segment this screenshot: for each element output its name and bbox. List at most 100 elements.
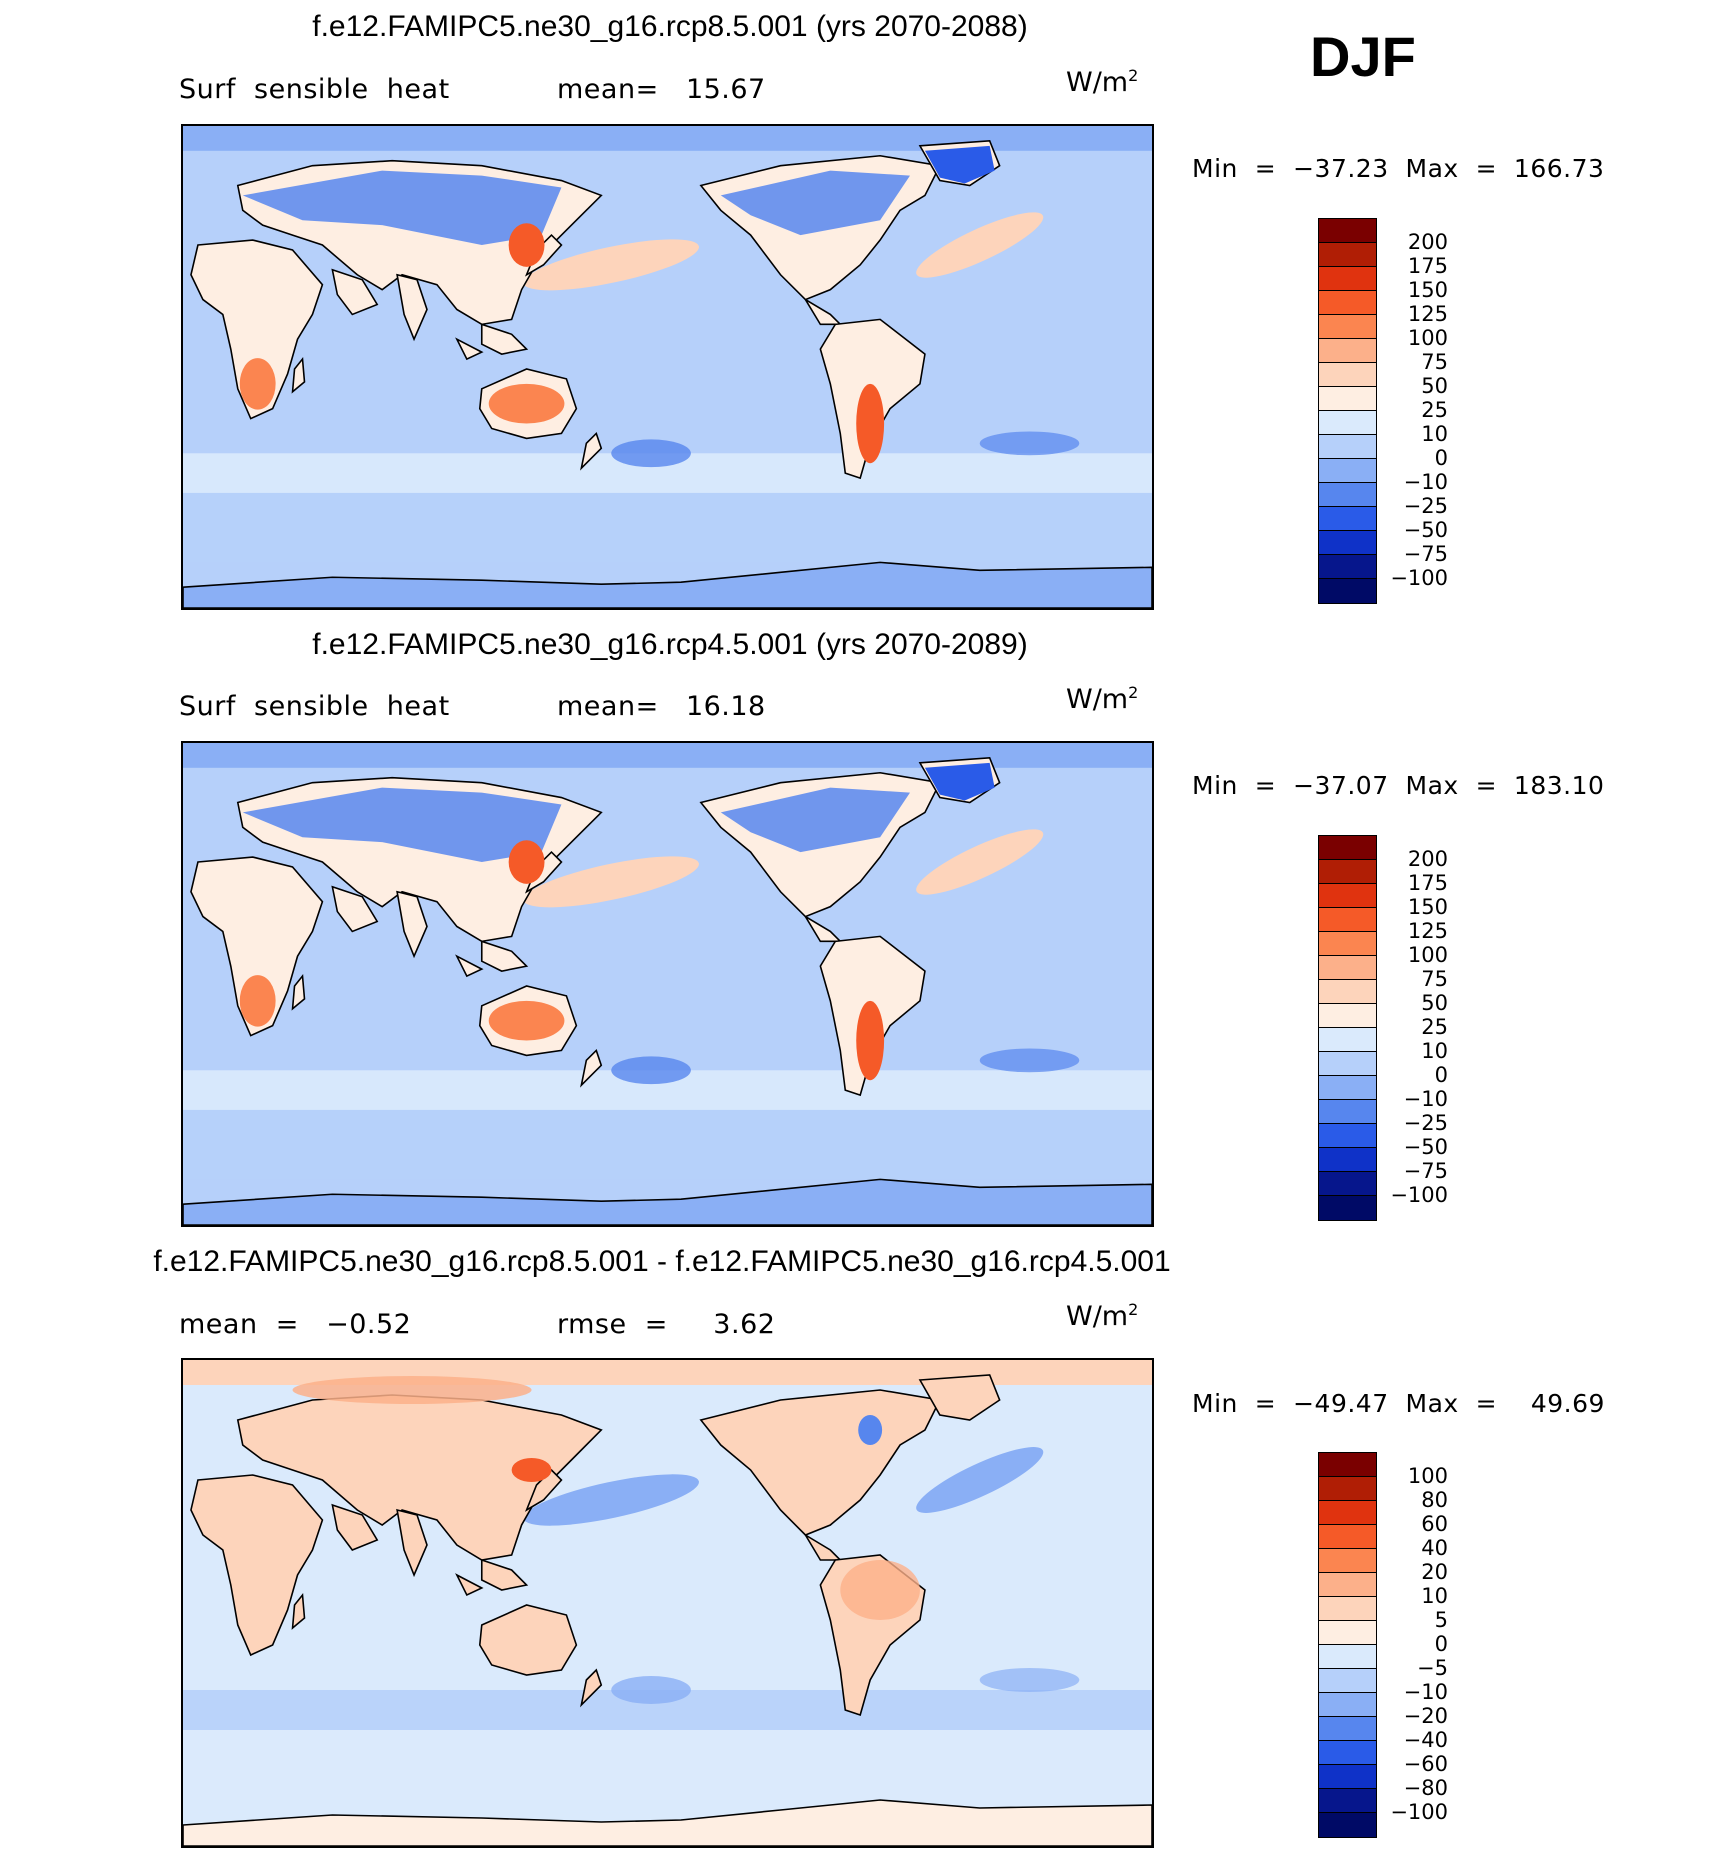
colorbar-swatch	[1319, 1100, 1376, 1124]
landmass	[918, 1374, 1001, 1421]
colorbar-tick-label: −10	[1403, 470, 1448, 494]
landmass	[291, 357, 306, 394]
landmass	[291, 1592, 306, 1630]
landmass	[396, 890, 428, 959]
colorbar-tick-label: −20	[1403, 1704, 1448, 1728]
landmass	[524, 850, 563, 894]
colorbar-swatch	[1319, 1645, 1376, 1669]
colorbar-swatch	[1319, 836, 1376, 860]
colorbar-swatch	[1319, 531, 1376, 555]
colorbar-tick-label: 25	[1421, 398, 1448, 422]
colorbar-swatch	[1319, 1052, 1376, 1076]
colorbar-tick-label: 10	[1421, 422, 1448, 446]
panel-3-rmse: rmse = 3.62	[557, 1309, 776, 1340]
panel-3-colorbar	[1318, 1452, 1377, 1838]
colorbar-tick-label: −10	[1403, 1680, 1448, 1704]
colorbar-tick-label: −50	[1403, 1135, 1448, 1159]
colorbar-swatch	[1319, 1765, 1376, 1789]
colorbar-tick-label: −40	[1403, 1728, 1448, 1752]
colorbar-swatch	[1319, 291, 1376, 315]
panel-2-colorbar	[1318, 835, 1377, 1221]
colorbar-swatch	[1319, 1573, 1376, 1597]
colorbar-swatch	[1319, 1453, 1376, 1477]
colorbar-tick-label: 150	[1407, 895, 1448, 919]
colorbar-swatch	[1319, 483, 1376, 507]
colorbar-swatch	[1319, 411, 1376, 435]
colorbar-tick-label: 50	[1421, 991, 1448, 1015]
colorbar-tick-label: 125	[1407, 919, 1448, 943]
map-field	[183, 1360, 1152, 1846]
panel-2-title: f.e12.FAMIPC5.ne30_g16.rcp4.5.001 (yrs 2…	[312, 628, 1028, 661]
panel-2-minmax: Min = −37.07 Max = 183.10	[1192, 771, 1605, 800]
colorbar-tick-label: −100	[1390, 1800, 1448, 1824]
panel-2-variable-label: Surf sensible heat	[179, 691, 450, 722]
landmass	[478, 1604, 578, 1676]
panel-1-units: W/m2	[1066, 66, 1139, 98]
colorbar-tick-label: 80	[1421, 1488, 1448, 1512]
antarctica-landmass	[183, 1178, 1152, 1225]
landmass	[480, 323, 529, 355]
panel-2-map	[181, 741, 1154, 1227]
landmass	[190, 856, 324, 1037]
colorbar-swatch	[1319, 884, 1376, 908]
colorbar-swatch	[1319, 243, 1376, 267]
colorbar-swatch	[1319, 1621, 1376, 1645]
colorbar-swatch	[1319, 363, 1376, 387]
colorbar-tick-label: 50	[1421, 374, 1448, 398]
panel-3-minmax: Min = −49.47 Max = 49.69	[1192, 1389, 1605, 1418]
colorbar-tick-label: 0	[1434, 446, 1448, 470]
landmass	[396, 1508, 428, 1578]
colorbar-swatch	[1319, 1501, 1376, 1525]
landmass	[455, 954, 484, 978]
colorbar-tick-label: 175	[1407, 254, 1448, 278]
colorbar-swatch	[1319, 1148, 1376, 1172]
colorbar-tick-label: −80	[1403, 1776, 1448, 1800]
colorbar-tick-label: 25	[1421, 1015, 1448, 1039]
landmass	[524, 233, 563, 277]
colorbar-tick-label: 0	[1434, 1632, 1448, 1656]
panel-1-mean: mean= 15.67	[557, 74, 766, 105]
panel-1-minmax: Min = −37.23 Max = 166.73	[1192, 154, 1605, 183]
colorbar-tick-label: 75	[1421, 967, 1448, 991]
colorbar-swatch	[1319, 1597, 1376, 1621]
landmass	[190, 1474, 324, 1657]
map-field	[183, 126, 1152, 608]
panel-2-colorbar-labels: 200 175 150 125 100 75 50 25 10 0 −10 −25 −50 −75 −100	[1388, 847, 1448, 1207]
landmass	[291, 974, 306, 1011]
colorbar-swatch	[1319, 860, 1376, 884]
colorbar-tick-label: 10	[1421, 1584, 1448, 1608]
colorbar-tick-label: 200	[1407, 230, 1448, 254]
colorbar-tick-label: −100	[1390, 566, 1448, 590]
landmass	[190, 239, 324, 420]
colorbar-swatch	[1319, 315, 1376, 339]
colorbar-tick-label: 175	[1407, 871, 1448, 895]
colorbar-swatch	[1319, 387, 1376, 411]
colorbar-swatch	[1319, 1172, 1376, 1196]
landmass	[455, 1573, 484, 1597]
colorbar-tick-label: −75	[1403, 542, 1448, 566]
colorbar-swatch	[1319, 932, 1376, 956]
colorbar-tick-label: 40	[1421, 1536, 1448, 1560]
colorbar-swatch	[1319, 1741, 1376, 1765]
panel-1-colorbar	[1318, 218, 1377, 604]
colorbar-swatch	[1319, 1076, 1376, 1100]
panel-2-mean: mean= 16.18	[557, 691, 766, 722]
colorbar-swatch	[1319, 555, 1376, 579]
colorbar-swatch	[1319, 339, 1376, 363]
colorbar-swatch	[1319, 1669, 1376, 1693]
colorbar-tick-label: −50	[1403, 518, 1448, 542]
panel-3-colorbar-labels: 100 80 60 40 20 10 5 0 −5 −10 −20 −40 −60 −80 −100	[1388, 1464, 1448, 1824]
colorbar-swatch	[1319, 980, 1376, 1004]
colorbar-swatch	[1319, 507, 1376, 531]
colorbar-swatch	[1319, 1124, 1376, 1148]
panel-1-map	[181, 124, 1154, 610]
colorbar-tick-label: 150	[1407, 278, 1448, 302]
colorbar-tick-label: −60	[1403, 1752, 1448, 1776]
panel-1-title: f.e12.FAMIPC5.ne30_g16.rcp8.5.001 (yrs 2…	[312, 10, 1028, 43]
antarctica-landmass	[183, 1799, 1152, 1846]
panel-2-units: W/m2	[1066, 683, 1139, 715]
colorbar-tick-label: 0	[1434, 1063, 1448, 1087]
colorbar-tick-label: −10	[1403, 1087, 1448, 1111]
map-field	[183, 743, 1152, 1225]
season-label: DJF	[1310, 25, 1416, 88]
